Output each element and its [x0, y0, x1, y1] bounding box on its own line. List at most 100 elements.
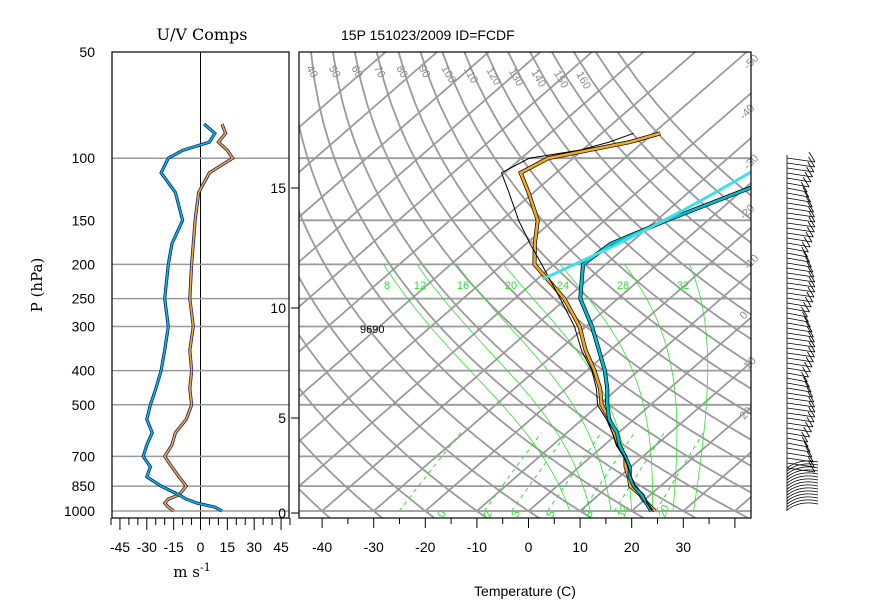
uv-x-tick-label: 15	[220, 539, 236, 555]
skewt-panel-frame	[298, 51, 752, 519]
wind-barb-flag	[808, 401, 816, 413]
wind-barbs	[786, 151, 819, 511]
wind-barb-low	[786, 463, 819, 472]
wind-barb-flag	[807, 351, 814, 363]
wind-barb-flag	[805, 196, 813, 208]
wind-barb	[786, 432, 810, 438]
wind-barb-low	[786, 487, 819, 496]
dry-adiabat	[594, 52, 751, 221]
wind-barb	[786, 237, 813, 243]
dashed-line-label: 12	[616, 503, 631, 519]
wind-barb-flag	[808, 211, 816, 223]
wind-barb	[786, 302, 812, 308]
temp-x-tick-label: -30	[364, 539, 384, 555]
uv-y-tick-label: 200	[72, 256, 96, 272]
wind-barb	[786, 372, 809, 378]
height-tick-label: 15	[270, 180, 286, 196]
adiabat-label: 160	[573, 70, 593, 92]
wind-barb	[786, 322, 811, 328]
isotherm	[299, 52, 645, 353]
mixing-ratio-line	[547, 432, 602, 512]
dashed-line-label: 20	[657, 503, 672, 519]
wind-barb-flag	[805, 421, 812, 433]
moist-adiabat	[689, 264, 709, 512]
mixing-ratio-label: 8	[384, 280, 390, 292]
isotherm	[476, 271, 751, 512]
mixing-ratio-label: 28	[617, 280, 629, 292]
wind-barb-flag	[803, 426, 811, 438]
uv-y-tick-label: 850	[72, 478, 96, 494]
wind-barb	[786, 257, 810, 263]
wind-barb	[786, 342, 815, 348]
moist-adiabat	[559, 264, 653, 512]
temp-x-tick-label: 20	[624, 539, 640, 555]
wind-barb	[786, 277, 815, 283]
dry-adiabat	[616, 52, 751, 197]
wind-barb-flag	[806, 166, 813, 178]
wind-barb-flag	[808, 216, 816, 228]
wind-barb	[786, 367, 811, 373]
wind-barb-flag	[808, 156, 815, 168]
wind-barb-flag	[801, 436, 809, 448]
wind-barb-flag	[807, 391, 815, 403]
dashed-line-label: 8	[583, 509, 596, 519]
wind-barb	[786, 362, 813, 368]
wind-barb-flag	[806, 261, 814, 273]
dry-adiabat	[299, 386, 436, 518]
wind-barb-flag	[801, 246, 809, 258]
wind-barb-flag	[805, 231, 813, 243]
uv-panel-frame	[111, 51, 290, 519]
skewt-panel: 40 50 60 70 80 90 100 110 120 130 140 150 160-50-40-…	[270, 51, 761, 599]
wind-barb-flag	[803, 376, 810, 388]
wind-barb	[786, 192, 809, 198]
wind-barb-flag	[800, 181, 808, 193]
adiabat-label: 50	[326, 64, 343, 81]
dry-adiabat	[332, 52, 750, 518]
wind-barb	[786, 297, 813, 303]
wind-barb	[786, 272, 815, 278]
uv-y-tick-label: 100	[72, 150, 96, 166]
wind-barb-low	[786, 493, 819, 502]
dashed-line-label: 5	[545, 509, 558, 519]
isotherm	[682, 450, 751, 512]
isotherm-label: 10	[742, 355, 759, 372]
uv-panel: U/V Comps 501001502002503004005007008501…	[28, 25, 291, 581]
wind-barb-flag	[808, 221, 815, 233]
uv-y-tick-label: 500	[72, 397, 96, 413]
wind-barb-low	[786, 502, 819, 511]
wind-barb-flag	[804, 191, 812, 203]
uv-y-tick-label: 150	[72, 212, 96, 228]
wind-barb	[786, 332, 814, 338]
wind-barb-flag	[805, 321, 813, 333]
wind-barb-flag	[808, 406, 816, 418]
moist-adiabat	[624, 264, 678, 512]
wind-barb-flag	[805, 446, 813, 458]
adiabat-label: 60	[348, 64, 365, 81]
wind-barb	[786, 197, 811, 203]
mixing-ratio-line	[483, 432, 542, 512]
wind-barb-flag	[806, 291, 814, 303]
wind-barb	[786, 167, 814, 173]
dry-adiabat	[529, 52, 751, 292]
wind-barb-flag	[807, 201, 814, 213]
dry-adiabat	[353, 52, 751, 494]
uv-x-tick-label: -45	[110, 539, 130, 555]
dry-adiabat	[299, 333, 488, 518]
wind-barb	[786, 267, 813, 273]
wind-barb-low	[786, 499, 819, 508]
wind-barb-flag	[806, 416, 814, 428]
dry-adiabat	[419, 52, 751, 415]
mixing-ratio-label: 12	[414, 280, 426, 292]
uv-y-tick-label: 50	[79, 44, 95, 60]
uv-panel-title: U/V Comps	[156, 25, 247, 44]
wind-barb-flag	[807, 161, 815, 173]
uv-series-v-outline	[141, 122, 223, 513]
wind-barb-flag	[808, 346, 815, 358]
isotherm	[299, 52, 593, 308]
wind-barb	[786, 347, 815, 353]
wind-barb-flag	[808, 331, 815, 343]
wind-barb-low	[786, 469, 819, 478]
wind-barb	[786, 187, 808, 193]
wind-barb	[786, 407, 816, 413]
mixing-ratio-line	[655, 432, 704, 512]
